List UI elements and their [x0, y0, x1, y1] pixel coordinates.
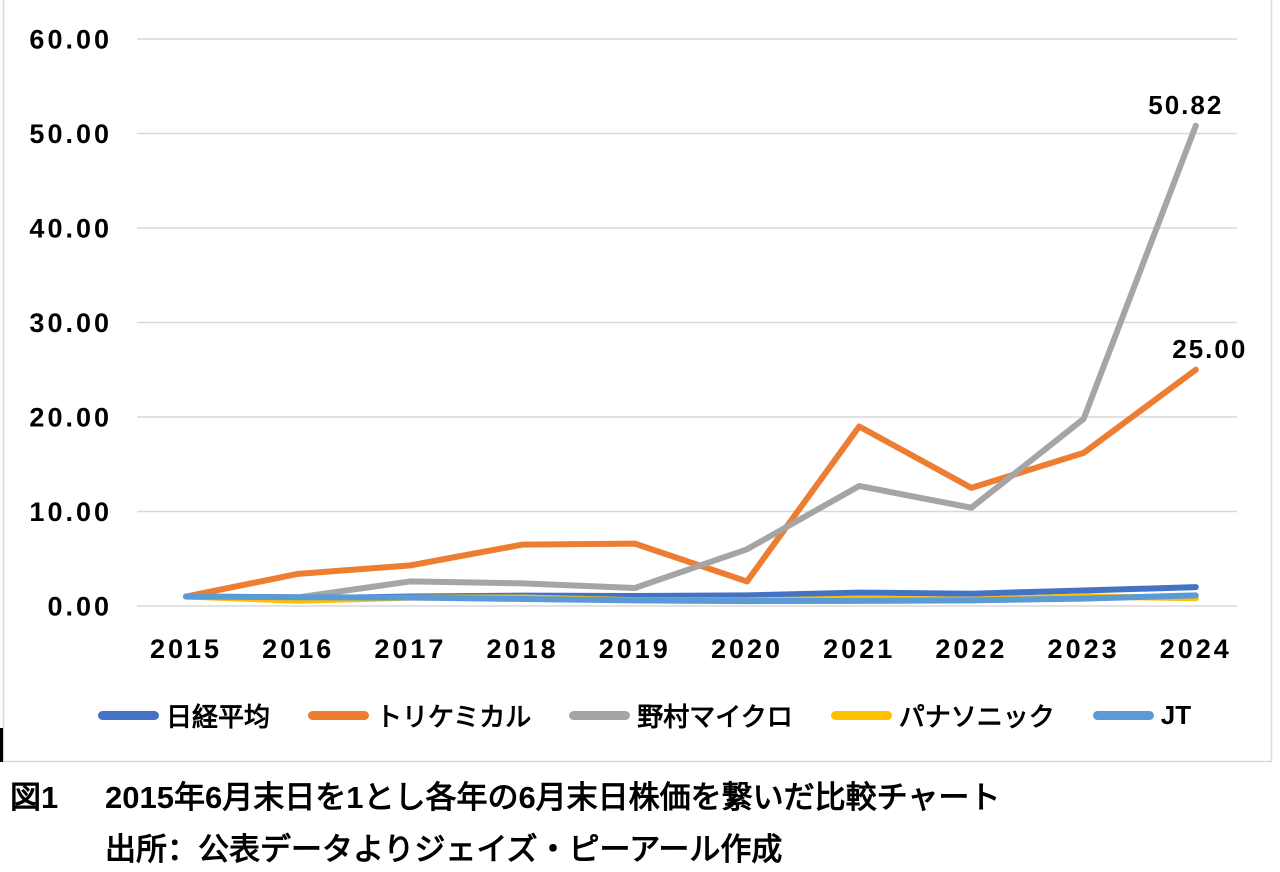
figure-source: 出所：公表データよりジェイズ・ピーアール作成 [105, 832, 783, 867]
x-axis-tick-label: 2016 [262, 634, 334, 664]
x-axis-tick-label: 2019 [599, 634, 671, 664]
legend-swatch-trichemical [308, 710, 370, 720]
series-line-jt [183, 592, 1199, 605]
x-axis-tick-label: 2017 [374, 634, 446, 664]
x-axis-tick-label: 2018 [487, 634, 559, 664]
legend-label-trichemical: トリケミカル [376, 701, 532, 732]
y-axis-tick-label: 50.00 [29, 119, 112, 149]
x-axis-tick-label: 2023 [1048, 634, 1120, 664]
legend-swatch-jt [1092, 710, 1154, 720]
legend-item-jt: JT [1092, 699, 1192, 731]
figure-label: 図1 [10, 780, 59, 815]
legend-label-nomura-micro: 野村マイクロ [637, 701, 793, 732]
series-line-trichemical [183, 366, 1199, 600]
x-axis-tick-label: 2015 [150, 634, 222, 664]
legend-label-jt: JT [1160, 699, 1192, 730]
y-axis-tick-label: 0.00 [47, 592, 112, 622]
y-axis-tick-label: 20.00 [29, 403, 112, 433]
y-axis-tick-label: 40.00 [29, 214, 112, 244]
legend-item-trichemical: トリケミカル [308, 697, 531, 734]
y-axis-tick-label: 30.00 [29, 308, 112, 338]
chart-legend: 日経平均 トリケミカル 野村マイクロ パナソニック JT [98, 698, 1191, 732]
x-axis-tick-label: 2020 [711, 634, 783, 664]
data-label-nomura-micro: 50.82 [1148, 90, 1223, 120]
x-axis-tick-label: 2022 [935, 634, 1007, 664]
legend-item-nikkei: 日経平均 [98, 697, 270, 734]
line-chart: 0.00 10.00 20.00 30.00 40.00 50.00 60.00 2015 20… [0, 0, 1273, 763]
x-axis-tick-label: 2021 [823, 634, 895, 664]
legend-swatch-nomura-micro [569, 710, 631, 720]
x-axis-tick-label: 2024 [1160, 634, 1232, 664]
text-caret [0, 728, 3, 762]
y-axis-tick-label: 60.00 [29, 25, 112, 55]
legend-swatch-nikkei [98, 710, 159, 720]
y-axis-tick-label: 10.00 [29, 497, 112, 527]
figure-title: 2015年6月末日を1とし各年の6月末日株価を繋いだ比較チャート [105, 780, 1001, 815]
legend-label-nikkei: 日経平均 [166, 701, 271, 732]
legend-item-nomura-micro: 野村マイクロ [569, 697, 793, 734]
legend-swatch-panasonic [830, 710, 892, 720]
series-line-nomura-micro [183, 122, 1199, 601]
data-label-trichemical: 25.00 [1172, 334, 1247, 364]
legend-item-panasonic: パナソニック [830, 697, 1055, 734]
legend-label-panasonic: パナソニック [898, 701, 1055, 732]
